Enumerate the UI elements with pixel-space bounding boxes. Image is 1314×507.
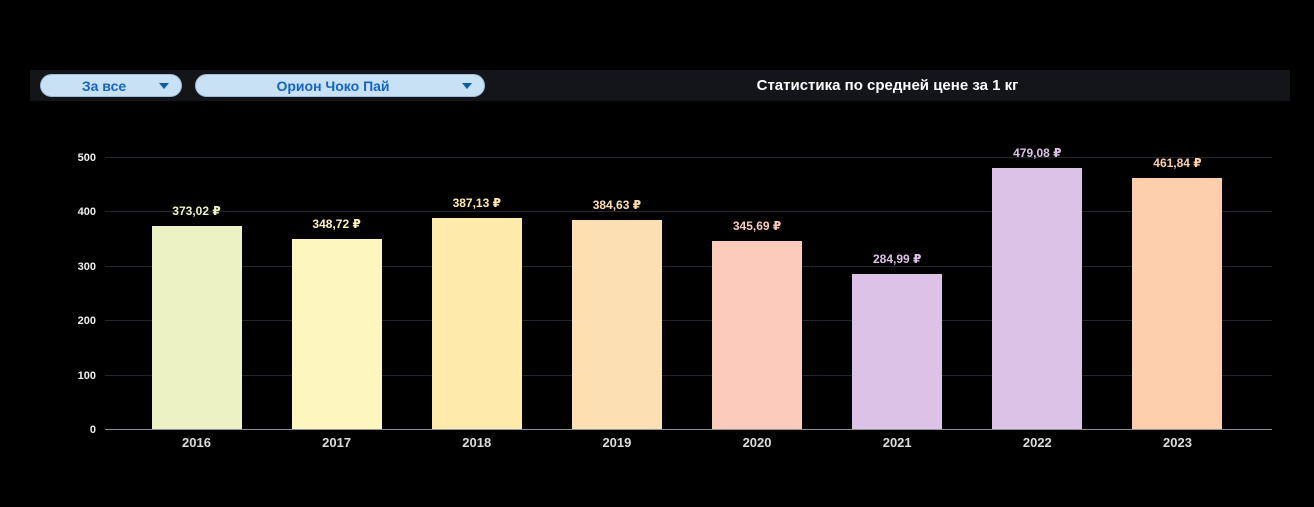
- gridline: [105, 265, 1272, 267]
- x-axis-category-label: 2017: [322, 435, 352, 450]
- y-axis-tick-label: 500: [77, 152, 96, 164]
- bar-2021[interactable]: [852, 273, 943, 429]
- bar-value-label: 348,72 ₽: [312, 217, 361, 232]
- bar-2022[interactable]: [992, 168, 1083, 429]
- gridline: [105, 374, 1272, 376]
- bar-value-label: 461,84 ₽: [1153, 155, 1202, 170]
- page-title: Статистика по средней цене за 1 кг: [756, 76, 1019, 94]
- bar-value-label: 284,99 ₽: [872, 251, 922, 266]
- x-axis-category-label: 2023: [1163, 435, 1192, 450]
- chevron-down-icon: [462, 82, 472, 89]
- bar-2023[interactable]: [1132, 177, 1223, 429]
- x-axis-category-label: 2020: [742, 435, 772, 450]
- x-axis-category-label: 2018: [462, 435, 492, 450]
- bar-value-label: 345,69 ₽: [732, 218, 782, 233]
- product-dropdown-value: Орион Чоко Пай: [276, 77, 390, 94]
- bar-2018[interactable]: [431, 218, 522, 429]
- bar-2019[interactable]: [571, 219, 662, 429]
- y-axis-tick-label: 400: [77, 206, 96, 219]
- bar-2016[interactable]: [151, 226, 242, 429]
- period-dropdown-value: За все: [81, 77, 127, 94]
- chart-title-wrap: Статистика по средней цене за 1 кг: [485, 77, 1290, 95]
- bar-chart: 0 100 200 300 400 500 373,02 ₽ 2016 348,72 ₽ 2017…: [78, 146, 1272, 450]
- x-axis-category-label: 2021: [882, 435, 912, 450]
- x-axis-category-label: 2019: [602, 435, 632, 450]
- x-axis-line: [105, 429, 1272, 430]
- y-axis-tick-label: 0: [89, 424, 96, 436]
- bar-2020[interactable]: [712, 240, 803, 429]
- gridline: [105, 157, 1272, 158]
- y-axis-tick-label: 300: [77, 260, 96, 273]
- bar-value-label: 373,02 ₽: [172, 204, 221, 219]
- chevron-down-icon: [159, 82, 169, 89]
- product-dropdown[interactable]: Орион Чоко Пай: [195, 74, 485, 97]
- bar-value-label: 387,13 ₽: [452, 196, 501, 211]
- bar-value-label: 384,63 ₽: [592, 197, 642, 212]
- bar-2017[interactable]: [291, 239, 382, 429]
- toolbar: За все Орион Чоко Пай Статистика по сред…: [30, 70, 1290, 101]
- gridline: [105, 320, 1272, 322]
- bar-value-label: 479,08 ₽: [1013, 146, 1062, 161]
- x-axis-category-label: 2016: [182, 435, 211, 450]
- period-dropdown[interactable]: За все: [40, 74, 182, 97]
- y-axis-tick-label: 100: [77, 369, 96, 382]
- gridline: [105, 211, 1272, 213]
- x-axis-category-label: 2022: [1022, 435, 1052, 450]
- y-axis-tick-label: 200: [77, 315, 96, 328]
